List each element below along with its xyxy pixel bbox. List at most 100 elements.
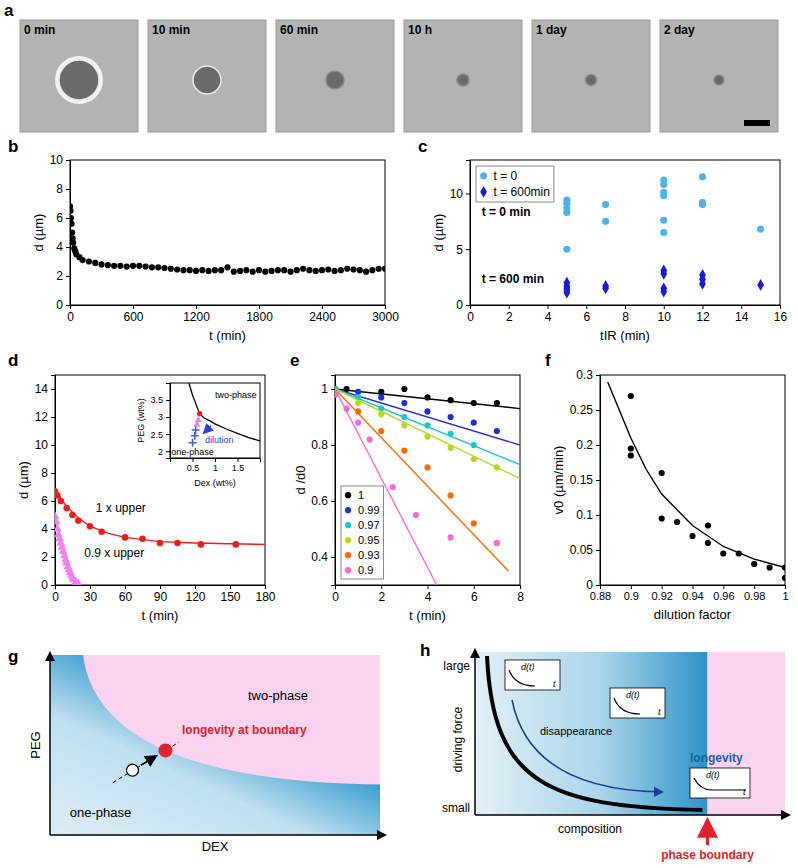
tick-label: 0.88 [590, 590, 611, 602]
y-axis: 02468101214 [35, 376, 56, 593]
point [191, 432, 199, 440]
tick-mark [520, 585, 521, 589]
data-area [189, 383, 260, 447]
y-axis: 0.40.60.81 [311, 376, 335, 586]
droplet [457, 74, 469, 86]
tick-label: 0.9 [624, 590, 639, 602]
fit-line [335, 389, 520, 445]
point [659, 470, 665, 476]
plot-frame [335, 375, 520, 585]
point [355, 420, 361, 426]
point [70, 215, 74, 221]
point [494, 428, 500, 434]
point [105, 262, 111, 268]
y-axis-line [474, 650, 476, 815]
legend-marker [345, 522, 351, 528]
tick-label: 0 [456, 298, 463, 312]
legend-label: 0.95 [358, 534, 379, 546]
tick-mark [474, 585, 475, 589]
tick-mark [596, 410, 600, 411]
two-phase-region [83, 655, 380, 785]
x-axis-title: dilution factor [654, 607, 732, 622]
image-frame [276, 20, 394, 132]
point [757, 226, 764, 233]
point [195, 416, 202, 422]
tick-label: 8 [41, 466, 48, 480]
point [350, 266, 356, 272]
point [378, 428, 384, 434]
annotation: 0.9 x upper [84, 546, 144, 560]
shift-arrow [141, 756, 156, 765]
tick: 2 [378, 585, 385, 604]
panel-label: g [8, 647, 18, 666]
point [376, 266, 382, 272]
tick-label: 0.25 [570, 403, 594, 417]
point [58, 498, 65, 505]
point [338, 267, 344, 273]
point [300, 266, 306, 272]
inset-frame [610, 688, 665, 718]
point [70, 221, 75, 227]
x-axis-title: tIR (min) [600, 328, 650, 343]
tick: 0.15 [570, 473, 600, 487]
tick: 12 [35, 410, 55, 424]
annotation: two-phase [215, 390, 257, 400]
point [448, 414, 454, 420]
tick: 0.2 [576, 438, 600, 452]
time-label: 10 min [152, 23, 190, 37]
tick-label: 0 [52, 590, 59, 604]
data-area [70, 203, 385, 274]
tick: 0.96 [713, 585, 734, 602]
legend-label: 1 [358, 489, 364, 501]
tick-label: 3.5 [150, 395, 163, 405]
tick-label: 0 [67, 310, 74, 324]
inset-y-label: d(t) [521, 662, 535, 672]
tick-label: 8 [56, 182, 63, 196]
x-axis-line [475, 814, 789, 816]
tick: 10 [50, 153, 70, 167]
tick-label: 10 [50, 153, 64, 167]
x-axis-title: composition [558, 822, 622, 836]
point [294, 267, 300, 273]
point [563, 246, 570, 253]
tick: 0.4 [311, 550, 335, 564]
point [233, 541, 240, 548]
tick: 0.98 [744, 585, 765, 602]
tick-label: 0.2 [576, 438, 593, 452]
legend-label: 0.99 [358, 504, 379, 516]
point [424, 422, 430, 428]
tick-mark [259, 305, 260, 309]
point [369, 267, 375, 273]
plot-frame [600, 375, 785, 585]
point [335, 392, 338, 398]
tick-mark [195, 585, 196, 589]
tick: 0 [52, 585, 59, 604]
droplet [586, 75, 597, 86]
tick-mark [51, 585, 55, 586]
tick-mark [631, 585, 632, 589]
point [471, 456, 477, 462]
data-area [335, 386, 520, 585]
point [197, 411, 202, 416]
point [130, 263, 136, 269]
point [87, 523, 94, 530]
tick-label: 0 [56, 298, 63, 312]
micrograph: 1 day [532, 20, 650, 132]
point [563, 209, 570, 216]
point [187, 267, 193, 273]
legend-box [341, 486, 384, 579]
point [413, 512, 419, 518]
point [70, 240, 76, 246]
point [206, 268, 212, 274]
x-axis: 06001200180024003000 [67, 305, 399, 324]
tick: 0.05 [570, 543, 600, 557]
axis-line [331, 376, 336, 586]
droplet [714, 75, 724, 85]
legend-label: t = 600min [494, 185, 550, 199]
point [122, 534, 129, 541]
micrograph: 10 h [404, 20, 522, 132]
tick: 8 [56, 182, 70, 196]
point [237, 268, 243, 274]
tick: 0 [332, 585, 339, 604]
time-label: 60 min [280, 23, 318, 37]
